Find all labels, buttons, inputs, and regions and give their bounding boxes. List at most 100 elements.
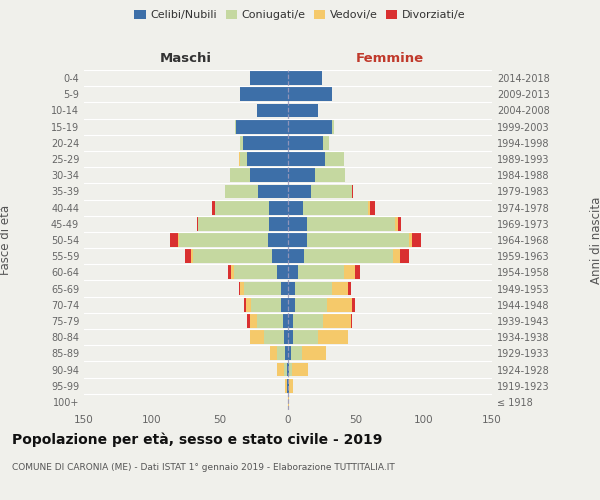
Bar bbox=[332, 282, 348, 296]
Bar bbox=[325, 152, 344, 166]
Bar bbox=[230, 168, 250, 182]
Bar bbox=[368, 200, 370, 214]
Bar bbox=[277, 346, 285, 360]
Bar bbox=[244, 282, 281, 296]
Bar bbox=[170, 233, 178, 247]
Bar bbox=[288, 120, 332, 134]
Bar bbox=[247, 314, 250, 328]
Bar bbox=[288, 136, 323, 149]
Bar bbox=[288, 314, 293, 328]
Bar bbox=[350, 314, 352, 328]
Bar bbox=[215, 200, 269, 214]
Bar bbox=[318, 330, 348, 344]
Bar bbox=[293, 330, 318, 344]
Bar bbox=[289, 379, 293, 392]
Bar bbox=[288, 250, 304, 263]
Bar bbox=[323, 136, 329, 149]
Bar bbox=[226, 184, 258, 198]
Bar bbox=[293, 314, 323, 328]
Bar bbox=[288, 217, 307, 230]
Bar bbox=[395, 217, 398, 230]
Bar bbox=[352, 298, 355, 312]
Bar bbox=[291, 346, 302, 360]
Bar bbox=[323, 314, 350, 328]
Bar bbox=[284, 330, 288, 344]
Bar bbox=[269, 200, 288, 214]
Legend: Celibi/Nubili, Coniugati/e, Vedovi/e, Divorziati/e: Celibi/Nubili, Coniugati/e, Vedovi/e, Di… bbox=[130, 6, 470, 25]
Bar bbox=[285, 346, 288, 360]
Bar bbox=[315, 168, 345, 182]
Bar bbox=[288, 104, 318, 118]
Bar bbox=[277, 266, 288, 280]
Text: Fasce di età: Fasce di età bbox=[0, 205, 13, 275]
Text: COMUNE DI CARONIA (ME) - Dati ISTAT 1° gennaio 2019 - Elaborazione TUTTITALIA.IT: COMUNE DI CARONIA (ME) - Dati ISTAT 1° g… bbox=[12, 462, 395, 471]
Bar bbox=[302, 346, 326, 360]
Bar bbox=[307, 233, 409, 247]
Bar bbox=[193, 250, 272, 263]
Bar bbox=[250, 168, 288, 182]
Bar bbox=[298, 266, 344, 280]
Bar bbox=[328, 298, 352, 312]
Bar bbox=[269, 217, 288, 230]
Bar bbox=[244, 298, 246, 312]
Text: Anni di nascita: Anni di nascita bbox=[590, 196, 600, 284]
Bar bbox=[288, 346, 291, 360]
Bar bbox=[288, 282, 295, 296]
Bar bbox=[304, 250, 393, 263]
Bar bbox=[257, 104, 288, 118]
Bar bbox=[212, 200, 215, 214]
Bar bbox=[288, 266, 298, 280]
Bar bbox=[288, 168, 315, 182]
Bar bbox=[257, 314, 283, 328]
Bar bbox=[412, 233, 421, 247]
Bar bbox=[284, 362, 287, 376]
Bar bbox=[243, 136, 288, 149]
Bar bbox=[263, 330, 284, 344]
Bar bbox=[268, 233, 288, 247]
Bar bbox=[236, 120, 288, 134]
Bar bbox=[303, 200, 368, 214]
Bar bbox=[287, 379, 288, 392]
Bar bbox=[228, 266, 231, 280]
Bar bbox=[185, 250, 191, 263]
Text: Maschi: Maschi bbox=[160, 52, 212, 65]
Bar bbox=[398, 217, 401, 230]
Bar bbox=[251, 298, 281, 312]
Bar bbox=[250, 314, 257, 328]
Bar bbox=[288, 379, 289, 392]
Bar bbox=[344, 266, 355, 280]
Bar bbox=[179, 233, 268, 247]
Text: Popolazione per età, sesso e stato civile - 2019: Popolazione per età, sesso e stato civil… bbox=[12, 432, 382, 447]
Bar bbox=[241, 282, 244, 296]
Bar bbox=[231, 266, 233, 280]
Bar bbox=[247, 152, 288, 166]
Bar bbox=[288, 200, 303, 214]
Bar bbox=[292, 362, 308, 376]
Bar bbox=[288, 395, 289, 409]
Bar bbox=[241, 136, 243, 149]
Bar bbox=[288, 184, 311, 198]
Bar bbox=[198, 217, 269, 230]
Bar bbox=[235, 120, 236, 134]
Bar bbox=[281, 298, 288, 312]
Bar bbox=[283, 314, 288, 328]
Bar bbox=[288, 233, 307, 247]
Bar bbox=[400, 250, 409, 263]
Bar bbox=[288, 88, 332, 101]
Bar bbox=[233, 266, 277, 280]
Bar bbox=[191, 250, 193, 263]
Bar bbox=[288, 330, 293, 344]
Bar bbox=[197, 217, 198, 230]
Bar bbox=[409, 233, 412, 247]
Bar bbox=[285, 379, 287, 392]
Bar bbox=[271, 346, 277, 360]
Bar bbox=[332, 120, 334, 134]
Bar bbox=[288, 71, 322, 85]
Bar bbox=[287, 362, 288, 376]
Bar bbox=[393, 250, 400, 263]
Bar bbox=[348, 282, 350, 296]
Bar bbox=[288, 298, 295, 312]
Bar bbox=[355, 266, 360, 280]
Bar bbox=[241, 88, 288, 101]
Bar bbox=[288, 362, 289, 376]
